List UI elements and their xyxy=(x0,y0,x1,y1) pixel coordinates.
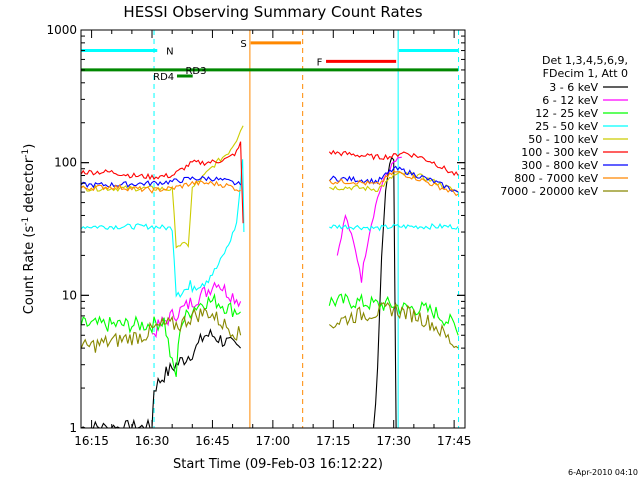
series-layer xyxy=(80,125,459,429)
series-1-segment-1 xyxy=(336,156,402,283)
flag-label-5: RD4 xyxy=(153,72,174,83)
series-8-segment-1 xyxy=(328,302,459,349)
footer-timestamp: 6-Apr-2010 04:10 xyxy=(568,468,638,477)
legend-label-1: 6 - 12 keV xyxy=(542,94,598,107)
y-axis-label-main: Count Rate (s xyxy=(22,226,37,315)
x-tick-label-1: 16:30 xyxy=(135,434,170,448)
y-axis-label-mid: detector xyxy=(22,157,37,217)
legend-label-3: 25 - 50 keV xyxy=(535,120,598,133)
flag-label-2: S xyxy=(240,39,246,50)
series-0-segment-1 xyxy=(373,156,397,429)
legend-label-5: 100 - 300 keV xyxy=(521,146,598,159)
legend-label-0: 3 - 6 keV xyxy=(549,81,598,94)
y-tick-label-1: 10 xyxy=(62,288,77,302)
y-axis: 1 10 100 1000 xyxy=(46,23,465,435)
y-axis-label-sup1: -1 xyxy=(21,217,31,226)
y-tick-label-3: 1000 xyxy=(46,23,77,37)
legend-label-8: 7000 - 20000 keV xyxy=(500,185,598,198)
legend-label-4: 50 - 100 keV xyxy=(528,133,598,146)
series-7-segment-0 xyxy=(80,179,241,194)
flags-layer: N S F RD3 RD4 xyxy=(81,39,459,83)
y-tick-label-2: 100 xyxy=(54,156,77,170)
y-axis-label: Count Rate (s-1 detector-1) xyxy=(21,144,37,315)
x-tick-label-4: 17:15 xyxy=(316,434,351,448)
series-8-segment-0 xyxy=(80,307,242,353)
y-axis-label-end: ) xyxy=(22,144,37,149)
markers-layer xyxy=(153,30,460,428)
plot-frame xyxy=(80,29,466,429)
y-axis-label-sup2: -1 xyxy=(21,149,31,158)
series-5-segment-1 xyxy=(328,149,459,177)
legend-header-1: Det 1,3,4,5,6,9, xyxy=(542,54,628,67)
x-tick-label-5: 17:30 xyxy=(376,434,411,448)
series-3-segment-1 xyxy=(329,223,459,232)
x-axis: 16:15 16:30 16:45 17:00 17:15 17:30 17:45 xyxy=(74,30,471,448)
x-tick-label-0: 16:15 xyxy=(74,434,109,448)
series-3-segment-0 xyxy=(80,159,245,299)
series-4-segment-0 xyxy=(80,125,244,249)
legend-header-2: FDecim 1, Att 0 xyxy=(543,67,628,80)
x-axis-label: Start Time (09-Feb-03 16:12:22) xyxy=(173,457,383,472)
series-5-segment-0 xyxy=(80,141,244,224)
flag-label-3: F xyxy=(317,57,323,68)
flag-label-4: RD3 xyxy=(185,66,206,77)
flag-label-0: N xyxy=(166,47,173,58)
series-0-segment-0 xyxy=(80,328,242,429)
chart-title: HESSI Observing Summary Count Rates xyxy=(123,3,422,21)
series-6-segment-0 xyxy=(80,175,242,189)
series-2-segment-1 xyxy=(328,292,459,336)
legend: Det 1,3,4,5,6,9, FDecim 1, Att 0 3 - 6 k… xyxy=(500,54,628,198)
series-7-segment-1 xyxy=(328,170,459,197)
x-tick-label-3: 17:00 xyxy=(256,434,291,448)
series-2-segment-0 xyxy=(80,292,241,378)
legend-label-2: 12 - 25 keV xyxy=(535,107,598,120)
legend-label-7: 800 - 7000 keV xyxy=(514,172,598,185)
series-6-segment-1 xyxy=(328,165,459,193)
legend-label-6: 300 - 800 keV xyxy=(521,159,598,172)
x-tick-label-2: 16:45 xyxy=(195,434,230,448)
x-tick-label-6: 17:45 xyxy=(437,434,472,448)
y-tick-label-0: 1 xyxy=(69,421,77,435)
